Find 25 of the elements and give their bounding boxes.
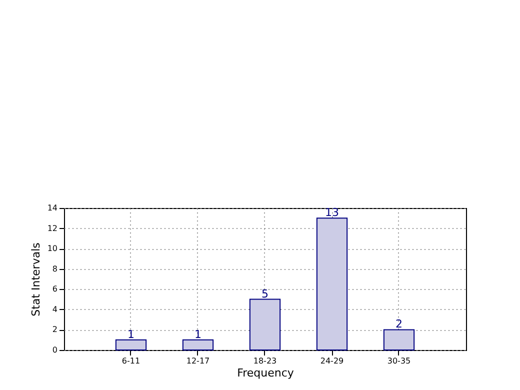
data-label: 2 [396, 318, 402, 331]
bar [115, 339, 147, 350]
y-tick-label: 14 [47, 204, 58, 212]
bar [249, 298, 281, 350]
y-tick-label: 8 [52, 264, 58, 274]
bar [383, 329, 415, 350]
bar [316, 218, 348, 350]
x-tick-label: 12-17 [186, 356, 210, 366]
x-tick-label: 6-11 [122, 356, 140, 366]
y-tick-label: 2 [52, 325, 58, 334]
data-label: 1 [194, 328, 202, 341]
x-tick-label: 24-29 [320, 356, 344, 366]
data-label: 13 [325, 206, 339, 220]
y-axis-title: Stat Intervals [29, 242, 42, 316]
x-tick-label: 30-35 [387, 356, 411, 366]
y-tick-label: 4 [52, 304, 58, 314]
data-label: 5 [262, 287, 268, 300]
bar [182, 339, 214, 350]
y-tick-label: 10 [47, 244, 58, 254]
y-tick-label: 12 [47, 224, 58, 233]
y-tick-label: 0 [52, 346, 58, 354]
data-label: 1 [128, 328, 134, 341]
x-tick-label: 18-23 [253, 356, 277, 366]
y-tick-label: 6 [52, 284, 58, 294]
x-axis-title: Frequency [237, 366, 294, 380]
